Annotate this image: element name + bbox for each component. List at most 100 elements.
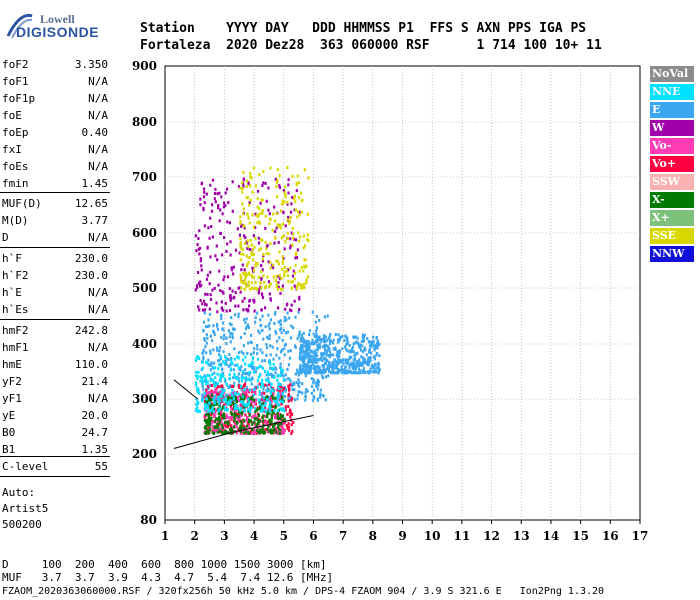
echo-point <box>322 371 325 375</box>
echo-point <box>362 370 365 374</box>
echo-point <box>372 340 375 344</box>
echo-point <box>247 397 250 401</box>
echo-point <box>291 412 294 416</box>
echo-point <box>212 378 215 382</box>
echo-point <box>246 424 249 428</box>
echo-point <box>283 421 286 425</box>
echo-point <box>252 234 255 238</box>
echo-point <box>273 399 276 403</box>
echo-point <box>297 378 300 382</box>
echo-point <box>332 353 335 357</box>
echo-point <box>264 422 268 426</box>
echo-point <box>197 409 200 413</box>
echo-point <box>300 343 303 347</box>
echo-point <box>359 369 362 373</box>
echo-point <box>229 367 233 371</box>
echo-point <box>320 352 323 356</box>
echo-point <box>272 425 275 428</box>
echo-point <box>338 354 341 358</box>
echo-point <box>224 379 227 383</box>
echo-point <box>201 381 204 385</box>
echo-point <box>219 385 222 389</box>
echo-point <box>229 404 233 408</box>
echo-point <box>233 409 236 413</box>
echo-point <box>291 243 294 247</box>
echo-point <box>279 399 283 403</box>
echo-point <box>285 424 288 427</box>
echo-point <box>218 353 221 357</box>
echo-point <box>281 284 284 288</box>
echo-point <box>278 356 281 360</box>
echo-point <box>260 238 263 242</box>
echo-point <box>219 373 222 377</box>
echo-point <box>204 292 207 296</box>
echo-point <box>272 389 275 393</box>
param-row-h-e: h`E N/A <box>2 286 108 302</box>
echo-point <box>314 355 317 358</box>
echo-point <box>232 265 235 269</box>
param-key: yF1 <box>2 392 22 405</box>
echo-point <box>235 400 238 404</box>
echo-point <box>320 355 323 359</box>
echo-point <box>239 186 242 190</box>
echo-point <box>197 237 200 240</box>
echo-point <box>293 197 296 201</box>
echo-point <box>231 362 234 366</box>
echo-point <box>260 264 263 268</box>
echo-point <box>260 392 263 396</box>
echo-point <box>220 394 223 398</box>
echo-point <box>335 365 338 369</box>
echo-point <box>198 357 201 361</box>
echo-point <box>198 229 201 233</box>
echo-point <box>241 187 244 191</box>
echo-point <box>222 350 225 354</box>
digisonde-logo: Lowell DIGISONDE <box>4 8 124 44</box>
echo-point <box>257 407 260 411</box>
echo-point <box>271 388 274 392</box>
echo-point <box>287 191 290 195</box>
echo-point <box>211 372 214 376</box>
echo-point <box>271 266 275 270</box>
echo-point <box>216 420 219 424</box>
echo-point <box>261 404 264 408</box>
echo-point <box>212 397 215 401</box>
echo-point <box>277 241 280 244</box>
echo-point <box>294 271 297 275</box>
echo-point <box>258 402 262 406</box>
echo-point <box>291 429 294 433</box>
chart-grid <box>164 65 641 521</box>
echo-point <box>306 349 309 353</box>
echo-point <box>249 407 252 411</box>
echo-point <box>251 356 255 360</box>
echo-point <box>325 358 328 362</box>
echo-point <box>258 428 262 432</box>
echo-point <box>307 361 310 365</box>
echo-point <box>281 287 284 291</box>
echo-point <box>196 284 199 288</box>
echo-point <box>244 281 247 285</box>
echo-point <box>214 383 217 387</box>
echo-point <box>258 430 262 434</box>
echo-point <box>220 313 223 317</box>
echo-point <box>209 419 212 423</box>
param-key: MUF(D) <box>2 197 42 210</box>
echo-point <box>300 266 303 270</box>
echo-point <box>334 332 337 336</box>
echo-point <box>205 378 208 382</box>
echo-point <box>266 346 269 350</box>
echo-point <box>213 192 217 195</box>
echo-point <box>216 322 219 326</box>
echo-point <box>277 382 280 386</box>
echo-point <box>202 388 205 392</box>
echo-point <box>219 355 222 359</box>
echo-point <box>263 281 266 285</box>
echo-point <box>307 351 310 355</box>
echo-point <box>341 334 344 338</box>
echo-point <box>197 247 200 251</box>
echo-point <box>257 241 261 245</box>
echo-point <box>316 335 319 339</box>
echo-point <box>250 382 253 386</box>
echo-point <box>201 376 204 380</box>
echo-point <box>234 395 237 399</box>
echo-point <box>346 358 349 362</box>
